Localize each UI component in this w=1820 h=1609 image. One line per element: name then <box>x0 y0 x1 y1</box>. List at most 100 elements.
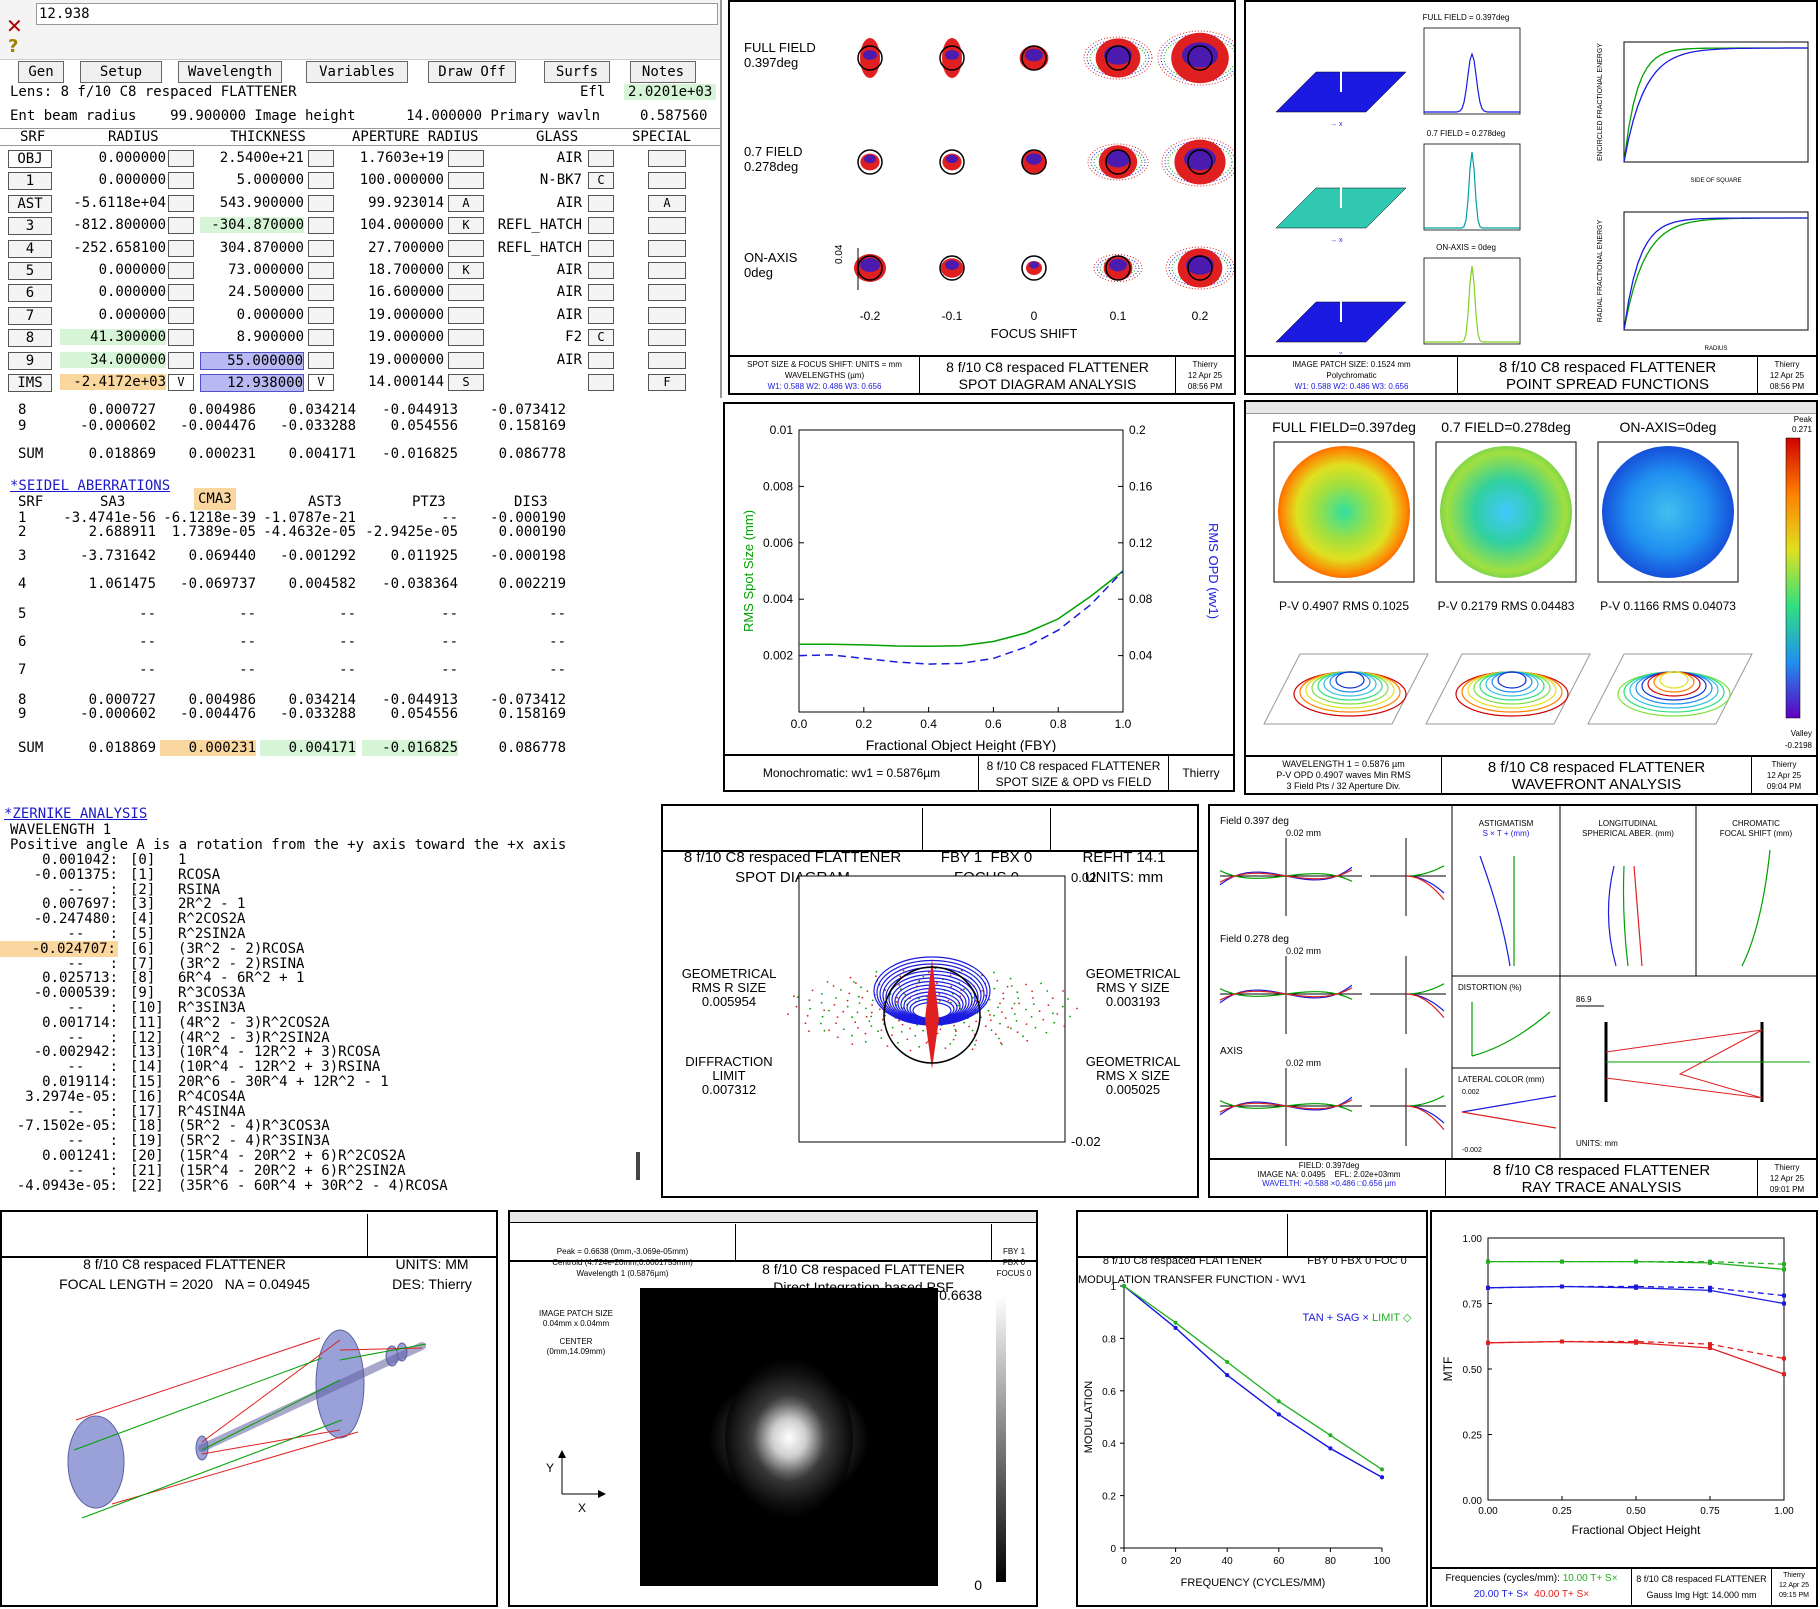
aperture-flag[interactable] <box>448 284 484 301</box>
zernike-scrollbar[interactable] <box>636 1152 640 1180</box>
aperture-cell[interactable]: 99.923014 <box>368 195 444 211</box>
aperture-cell[interactable]: 18.700000 <box>368 262 444 278</box>
radius-solve-box[interactable] <box>168 172 194 189</box>
cell-value-input[interactable] <box>36 3 718 25</box>
radius-cell[interactable]: 0.000000 <box>98 150 166 166</box>
aperture-cell[interactable]: 104.000000 <box>359 217 444 233</box>
aperture-cell[interactable]: 19.000000 <box>368 329 444 345</box>
thickness-solve-box[interactable] <box>308 329 334 346</box>
surface-number[interactable]: 9 <box>8 352 52 370</box>
glass-cell[interactable]: F2 <box>565 329 582 345</box>
radius-cell[interactable]: 34.000000 <box>60 352 166 368</box>
surfs-button[interactable]: Surfs <box>544 61 610 83</box>
aperture-flag[interactable] <box>448 172 484 189</box>
thickness-cell[interactable]: 2.5400e+21 <box>219 150 304 166</box>
special-flag[interactable] <box>648 307 686 324</box>
surface-number[interactable]: 4 <box>8 240 52 258</box>
glass-cell[interactable]: REFL_HATCH <box>497 240 582 256</box>
thickness-solve-box[interactable] <box>308 240 334 257</box>
seidel-title[interactable]: *SEIDEL ABERRATIONS <box>10 478 171 494</box>
notes-button[interactable]: Notes <box>630 61 696 83</box>
aperture-cell[interactable]: 14.000144 <box>368 374 444 390</box>
radius-solve-box[interactable] <box>168 150 194 167</box>
surface-number[interactable]: 1 <box>8 172 52 190</box>
aperture-cell[interactable]: 100.000000 <box>359 172 444 188</box>
radius-cell[interactable]: -252.658100 <box>73 240 166 256</box>
aperture-flag[interactable] <box>448 240 484 257</box>
radius-variable-flag[interactable]: V <box>168 374 194 391</box>
glass-cell[interactable]: AIR <box>556 150 582 166</box>
glass-flag[interactable] <box>588 284 614 301</box>
aperture-flag[interactable] <box>448 307 484 324</box>
surface-number[interactable]: 5 <box>8 262 52 280</box>
thickness-cell[interactable]: 5.000000 <box>236 172 304 188</box>
glass-flag[interactable] <box>588 150 614 167</box>
special-flag[interactable] <box>648 172 686 189</box>
thickness-cell[interactable]: 73.000000 <box>228 262 304 278</box>
glass-flag[interactable] <box>588 262 614 279</box>
special-flag[interactable] <box>648 217 686 234</box>
thickness-cell[interactable]: 543.900000 <box>219 195 304 211</box>
aperture-flag[interactable]: S <box>448 374 484 391</box>
aperture-flag[interactable]: K <box>448 217 484 234</box>
special-flag[interactable]: F <box>648 374 686 391</box>
thickness-solve-box[interactable] <box>308 172 334 189</box>
surface-number[interactable]: 7 <box>8 307 52 325</box>
glass-cell[interactable]: AIR <box>556 284 582 300</box>
glass-flag[interactable] <box>588 307 614 324</box>
radius-cell[interactable]: 0.000000 <box>98 172 166 188</box>
help-icon[interactable]: ? <box>8 36 19 57</box>
thickness-cell[interactable]: 304.870000 <box>219 240 304 256</box>
thickness-solve-box[interactable] <box>308 262 334 279</box>
radius-cell[interactable]: -5.6118e+04 <box>73 195 166 211</box>
radius-cell[interactable]: 0.000000 <box>98 307 166 323</box>
thickness-solve-box[interactable] <box>308 217 334 234</box>
glass-cell[interactable]: AIR <box>556 307 582 323</box>
surface-number[interactable]: 3 <box>8 217 52 235</box>
gen-button[interactable]: Gen <box>18 61 64 83</box>
special-flag[interactable]: A <box>648 195 686 212</box>
surface-number[interactable]: IMS <box>8 374 52 392</box>
aperture-flag[interactable]: A <box>448 195 484 212</box>
glass-flag[interactable]: C <box>588 329 614 346</box>
special-flag[interactable] <box>648 262 686 279</box>
glass-flag[interactable] <box>588 240 614 257</box>
aperture-flag[interactable] <box>448 329 484 346</box>
radius-cell[interactable]: 0.000000 <box>98 262 166 278</box>
thickness-solve-box[interactable] <box>308 150 334 167</box>
surface-number[interactable]: OBJ <box>8 150 52 168</box>
thickness-cell[interactable]: 24.500000 <box>228 284 304 300</box>
radius-cell[interactable]: -2.4172e+03 <box>60 374 166 390</box>
radius-cell[interactable]: 41.300000 <box>60 329 166 345</box>
radius-solve-box[interactable] <box>168 195 194 212</box>
aperture-cell[interactable]: 19.000000 <box>368 352 444 368</box>
surface-number[interactable]: 6 <box>8 284 52 302</box>
glass-cell[interactable]: AIR <box>556 262 582 278</box>
surface-number[interactable]: 8 <box>8 329 52 347</box>
thickness-cell[interactable]: 8.900000 <box>236 329 304 345</box>
setup-button[interactable]: Setup <box>80 61 162 83</box>
radius-solve-box[interactable] <box>168 262 194 279</box>
aperture-flag[interactable]: K <box>448 262 484 279</box>
radius-solve-box[interactable] <box>168 352 194 369</box>
glass-flag[interactable] <box>588 374 614 391</box>
glass-cell[interactable]: N-BK7 <box>539 172 582 188</box>
glass-cell[interactable]: AIR <box>556 195 582 211</box>
surface-number[interactable]: AST <box>8 195 52 213</box>
glass-flag[interactable] <box>588 195 614 212</box>
special-flag[interactable] <box>648 284 686 301</box>
radius-cell[interactable]: -812.800000 <box>73 217 166 233</box>
glass-cell[interactable]: AIR <box>556 352 582 368</box>
glass-flag[interactable] <box>588 217 614 234</box>
special-flag[interactable] <box>648 240 686 257</box>
aperture-cell[interactable]: 27.700000 <box>368 240 444 256</box>
aperture-cell[interactable]: 19.000000 <box>368 307 444 323</box>
glass-cell[interactable]: REFL_HATCH <box>497 217 582 233</box>
thickness-solve-box[interactable] <box>308 195 334 212</box>
radius-solve-box[interactable] <box>168 307 194 324</box>
radius-solve-box[interactable] <box>168 240 194 257</box>
radius-solve-box[interactable] <box>168 217 194 234</box>
aperture-cell[interactable]: 1.7603e+19 <box>359 150 444 166</box>
radius-solve-box[interactable] <box>168 329 194 346</box>
special-flag[interactable] <box>648 329 686 346</box>
